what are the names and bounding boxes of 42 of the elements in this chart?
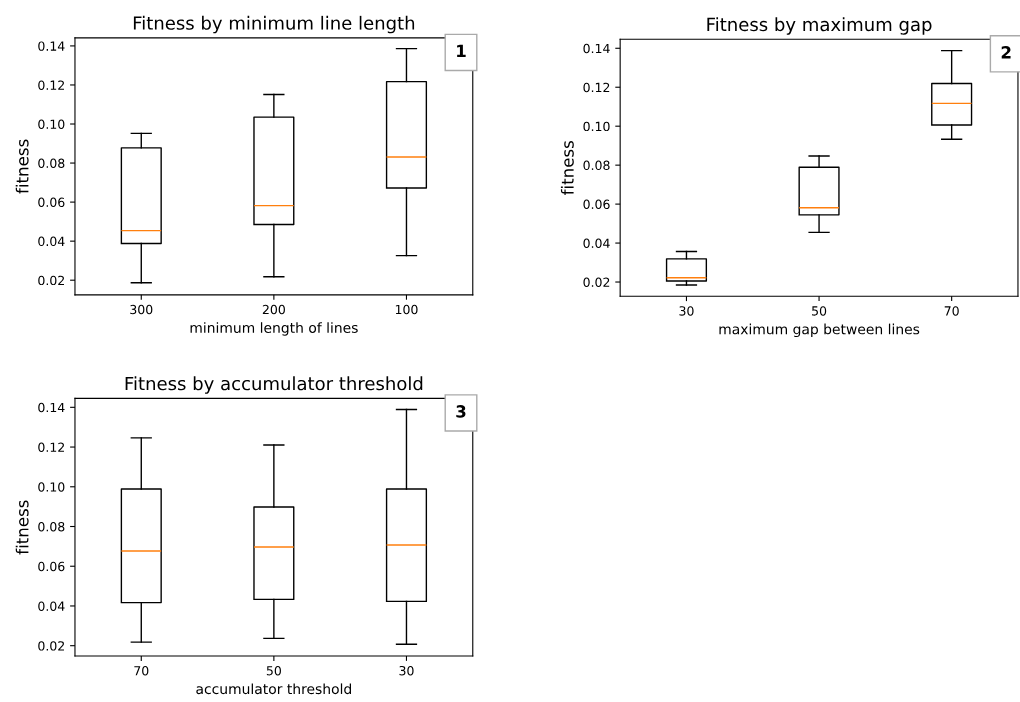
- y-tick-label: 0.08: [38, 521, 65, 532]
- chart-title: Fitness by maximum gap: [707, 17, 932, 35]
- y-axis-title: fitness: [15, 139, 29, 194]
- x-axis-title: maximum gap between lines: [719, 323, 920, 338]
- x-tick-label: 50: [266, 665, 281, 676]
- x-tick-label: 100: [395, 304, 418, 315]
- y-tick-label: 0.08: [583, 160, 610, 171]
- annotation: 3: [456, 405, 466, 418]
- x-tick-label: 70: [134, 665, 149, 676]
- annotation: 1: [457, 44, 466, 57]
- y-tick-label: 0.02: [583, 277, 610, 287]
- y-tick-label: 0.14: [583, 43, 610, 54]
- x-axis-title: minimum length of lines: [190, 322, 358, 336]
- y-tick-label: 0.12: [583, 82, 610, 93]
- y-axis-title: fitness: [560, 140, 574, 195]
- y-tick-label: 0.10: [38, 482, 65, 492]
- x-tick-label: 70: [944, 306, 959, 316]
- y-tick-label: 0.10: [583, 121, 610, 132]
- chart-title: Fitness by minimum line length: [133, 15, 415, 34]
- x-tick-label: 30: [399, 665, 414, 676]
- y-tick-label: 0.08: [38, 158, 65, 168]
- y-tick-label: 0.10: [38, 119, 65, 129]
- chart-title: Fitness by accumulator threshold: [125, 376, 423, 394]
- y-tick-label: 0.14: [38, 402, 65, 413]
- x-axis-title: accumulator threshold: [196, 683, 351, 695]
- x-tick-label: 300: [130, 304, 153, 315]
- y-tick-label: 0.04: [583, 238, 610, 248]
- y-tick-label: 0.06: [38, 197, 65, 208]
- y-tick-label: 0.02: [38, 275, 64, 286]
- x-tick-label: 200: [262, 304, 285, 315]
- y-axis-title: fitness: [15, 500, 29, 555]
- y-tick-label: 0.06: [583, 199, 610, 210]
- y-tick-label: 0.12: [38, 442, 64, 452]
- y-tick-label: 0.14: [38, 41, 65, 51]
- annotation: 2: [1001, 46, 1011, 59]
- x-tick-label: 30: [679, 306, 694, 316]
- y-tick-label: 0.06: [38, 561, 65, 572]
- y-tick-label: 0.02: [38, 641, 64, 651]
- y-tick-label: 0.04: [38, 236, 65, 247]
- y-tick-label: 0.12: [38, 80, 64, 90]
- y-tick-label: 0.04: [38, 601, 65, 611]
- x-tick-label: 50: [812, 306, 827, 316]
